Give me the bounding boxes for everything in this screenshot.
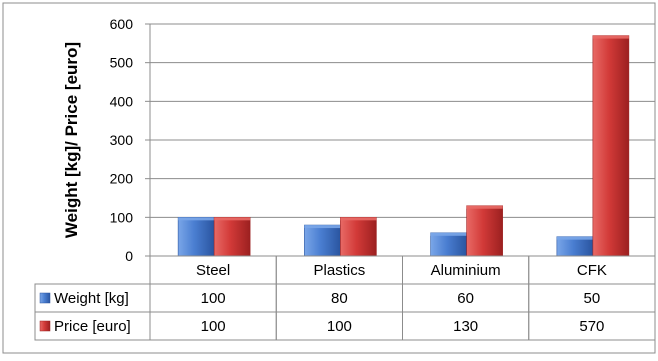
legend-label: Weight [kg] [54, 290, 129, 307]
x-tick-label: Plastics [314, 262, 366, 279]
bar-weight-plastics [304, 224, 341, 257]
data-label: 80 [331, 290, 348, 307]
data-label: 50 [584, 290, 601, 307]
x-tick-label: Steel [196, 262, 230, 279]
data-label: 100 [201, 290, 226, 307]
x-tick-label: Aluminium [431, 262, 501, 279]
bar-cap [592, 35, 629, 39]
y-axis-label: Weight [kg]/ Price [euro] [62, 42, 81, 238]
y-tick-label: 500 [110, 55, 134, 71]
legend-swatch [39, 292, 51, 304]
legend-label: Price [euro] [54, 318, 131, 335]
data-label: 100 [201, 318, 226, 335]
bar-price-steel [213, 217, 251, 257]
data-label: 130 [453, 318, 478, 335]
legend-swatch [39, 320, 51, 332]
x-tick-label: CFK [577, 262, 607, 279]
y-tick-label: 100 [110, 209, 134, 225]
bar-price-plastics [340, 217, 377, 257]
y-tick-label: 600 [110, 16, 134, 32]
bar-cap [340, 217, 377, 221]
bar-cap [556, 236, 593, 240]
bar-price-cfk [592, 35, 630, 257]
y-tick-label: 300 [110, 132, 134, 148]
bar-price-aluminium [466, 205, 503, 257]
bar-cap [214, 217, 251, 221]
bar-cap [178, 217, 215, 221]
bar-cap [430, 232, 467, 236]
chart-border [2, 2, 656, 354]
data-label: 60 [457, 290, 474, 307]
data-table: Steel Plastics Aluminium CFK Weight [kg] 100 8… [34, 255, 656, 341]
bars [177, 35, 630, 257]
bar-weight-steel [177, 217, 215, 257]
y-tick-label: 0 [125, 248, 133, 264]
bar-cap [304, 225, 341, 229]
data-label: 100 [327, 318, 352, 335]
y-tick-label: 200 [110, 171, 134, 187]
table-cell [528, 311, 656, 341]
bar-weight-aluminium [430, 232, 467, 257]
y-tick-label: 400 [110, 93, 134, 109]
bar-cap [466, 205, 503, 209]
data-label: 570 [579, 318, 604, 335]
y-axis: 0 100 200 300 400 500 600 [110, 16, 151, 284]
